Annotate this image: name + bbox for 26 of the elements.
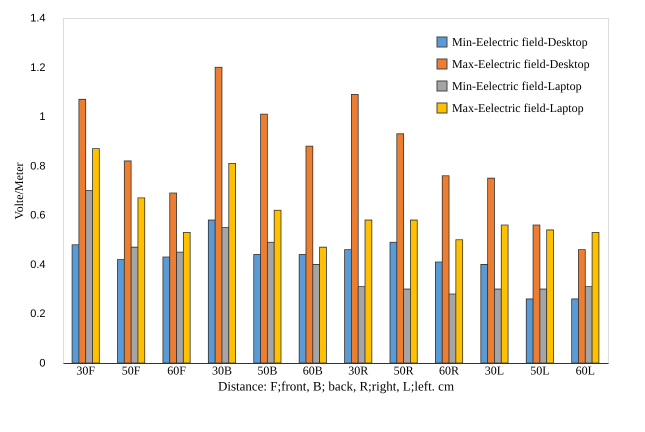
- legend-label: Min-Eelectric field-Desktop: [452, 35, 588, 49]
- x-tick-label: 30L: [484, 364, 504, 378]
- x-axis-title: Distance: F;front, B; back, R;right, L;left. cm: [218, 378, 454, 394]
- y-tick-label: 0.8: [30, 160, 46, 172]
- x-tick-label: 60B: [302, 364, 323, 378]
- y-tick-label: 0.4: [30, 258, 46, 271]
- x-tick-label: 50B: [257, 364, 278, 378]
- y-tick-label: 0.6: [30, 210, 46, 222]
- x-tick-label: 30B: [212, 364, 232, 378]
- legend-label: Max-Eelectric field-Laptop: [452, 101, 584, 115]
- x-tick-label: 50R: [394, 364, 414, 378]
- x-tick-label: 30F: [76, 364, 96, 378]
- y-tick-label: 0.2: [30, 308, 46, 320]
- y-tick-label: 0: [39, 358, 46, 370]
- x-tick-label: 50L: [530, 364, 550, 378]
- y-tick-label: 1.4: [30, 12, 46, 24]
- y-tick-label: 1.2: [30, 62, 46, 74]
- legend-label: Min-Eelectric field-Laptop: [452, 79, 582, 93]
- x-tick-label: 60L: [576, 364, 595, 378]
- x-tick-label: 60F: [167, 364, 186, 378]
- y-tick-label: 1: [39, 111, 46, 124]
- x-tick-label: 50F: [122, 364, 141, 378]
- legend-label: Max-Eelectric field-Desktop: [452, 57, 590, 71]
- x-tick-label: 60R: [439, 364, 460, 378]
- x-tick-label: 30R: [348, 364, 368, 378]
- y-axis-title: Volte/Meter: [12, 162, 26, 220]
